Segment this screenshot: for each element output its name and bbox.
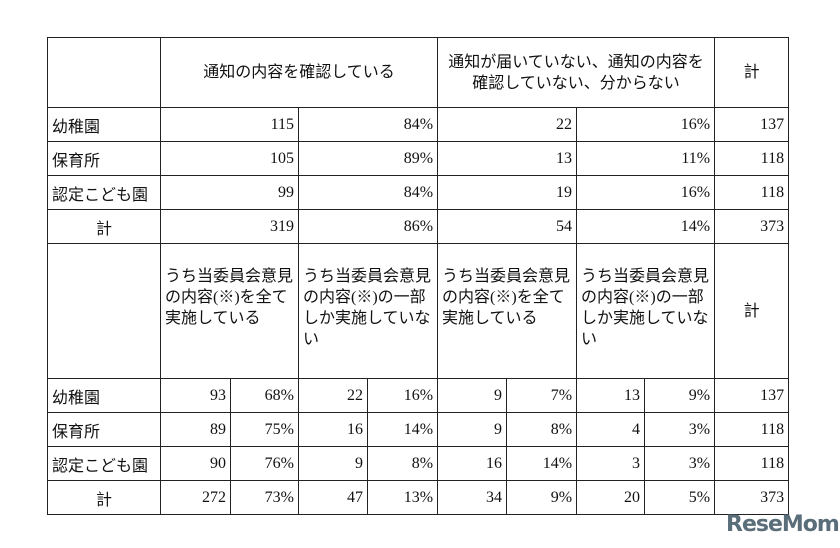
table-row: 計 272 73% 47 13% 34 9% 20 5% 373 (47, 480, 790, 515)
value-cell: 16 (437, 446, 508, 481)
table-row: 計 319 86% 54 14% 373 (47, 209, 790, 244)
value-cell: 115 (160, 107, 299, 142)
value-cell: 8% (506, 412, 578, 447)
value-cell: 105 (160, 141, 299, 176)
value-cell: 13 (437, 141, 578, 176)
value-cell: 11% (576, 141, 716, 176)
value-cell: 9 (298, 446, 368, 481)
header-cell: うち当委員会意見の内容(※)の一部しか実施していない (576, 243, 716, 379)
value-cell: 75% (230, 412, 299, 447)
table-row: うち当委員会意見の内容(※)を全て実施している うち当委員会意見の内容(※)の一部… (47, 243, 790, 379)
value-cell: 16% (576, 175, 716, 210)
row-label: 保育所 (47, 141, 161, 176)
value-cell: 20 (576, 480, 646, 515)
row-label: 計 (47, 480, 161, 515)
header-cell: 通知の内容を確認している (159, 37, 439, 108)
table-row: 幼稚園 93 68% 22 16% 9 7% 13 9% 137 (47, 378, 790, 413)
value-cell: 9 (437, 412, 508, 447)
table-row: 保育所 89 75% 16 14% 9 8% 4 3% 118 (47, 412, 790, 447)
table-row: 幼稚園 115 84% 22 16% 137 (47, 107, 790, 142)
data-table: 通知の内容を確認している 通知が届いていない、通知の内容を確認していない、分からな… (47, 37, 790, 515)
value-cell: 68% (230, 378, 299, 413)
value-cell: 8% (366, 446, 439, 481)
value-cell: 16% (366, 378, 439, 413)
value-cell: 9% (644, 378, 716, 413)
value-cell: 373 (714, 480, 790, 515)
value-cell: 16% (576, 107, 716, 142)
value-cell: 14% (506, 446, 578, 481)
row-label: 計 (47, 209, 161, 244)
header-cell: 計 (714, 243, 790, 379)
table-row: 保育所 105 89% 13 11% 118 (47, 141, 790, 176)
value-cell: 86% (297, 209, 439, 244)
value-cell: 7% (506, 378, 578, 413)
value-cell: 4 (576, 412, 646, 447)
header-cell (47, 37, 161, 108)
value-cell: 118 (714, 446, 790, 481)
value-cell: 19 (437, 175, 578, 210)
header-cell: 通知が届いていない、通知の内容を確認していない、分からない (437, 37, 716, 108)
value-cell: 22 (437, 107, 578, 142)
header-cell: うち当委員会意見の内容(※)の一部しか実施していない (297, 243, 439, 379)
value-cell: 90 (160, 446, 231, 481)
value-cell: 118 (714, 175, 790, 210)
value-cell: 84% (297, 107, 439, 142)
table-row: 認定こども園 99 84% 19 16% 118 (47, 175, 790, 210)
row-label: 保育所 (47, 412, 161, 447)
row-label: 認定こども園 (47, 446, 161, 481)
value-cell: 93 (160, 378, 231, 413)
value-cell: 3% (644, 446, 716, 481)
value-cell: 3 (576, 446, 646, 481)
value-cell: 137 (714, 107, 790, 142)
value-cell: 9% (506, 480, 578, 515)
value-cell: 9 (437, 378, 508, 413)
table-row: 認定こども園 90 76% 9 8% 16 14% 3 3% 118 (47, 446, 790, 481)
value-cell: 13 (576, 378, 646, 413)
watermark: ReseMom (726, 512, 840, 537)
table-row: 通知の内容を確認している 通知が届いていない、通知の内容を確認していない、分からな… (47, 37, 790, 108)
value-cell: 47 (298, 480, 368, 515)
row-label: 幼稚園 (47, 378, 161, 413)
value-cell: 14% (576, 209, 716, 244)
value-cell: 13% (366, 480, 439, 515)
value-cell: 89% (297, 141, 439, 176)
table-body: 通知の内容を確認している 通知が届いていない、通知の内容を確認していない、分からな… (47, 37, 790, 515)
value-cell: 54 (437, 209, 578, 244)
value-cell: 16 (298, 412, 368, 447)
header-cell: うち当委員会意見の内容(※)を全て実施している (160, 243, 299, 379)
value-cell: 14% (366, 412, 439, 447)
value-cell: 73% (230, 480, 299, 515)
value-cell: 373 (714, 209, 790, 244)
value-cell: 99 (160, 175, 299, 210)
value-cell: 272 (160, 480, 231, 515)
value-cell: 137 (714, 378, 790, 413)
value-cell: 22 (298, 378, 368, 413)
header-cell: うち当委員会意見の内容(※)を全て実施している (437, 243, 578, 379)
value-cell: 319 (160, 209, 299, 244)
value-cell: 118 (714, 412, 790, 447)
value-cell: 84% (297, 175, 439, 210)
value-cell: 118 (714, 141, 790, 176)
value-cell: 76% (230, 446, 299, 481)
value-cell: 3% (644, 412, 716, 447)
row-label: 幼稚園 (47, 107, 161, 142)
row-label: 認定こども園 (47, 175, 161, 210)
value-cell: 89 (160, 412, 231, 447)
header-cell (47, 243, 161, 379)
header-cell: 計 (714, 37, 790, 108)
value-cell: 5% (644, 480, 716, 515)
value-cell: 34 (437, 480, 508, 515)
